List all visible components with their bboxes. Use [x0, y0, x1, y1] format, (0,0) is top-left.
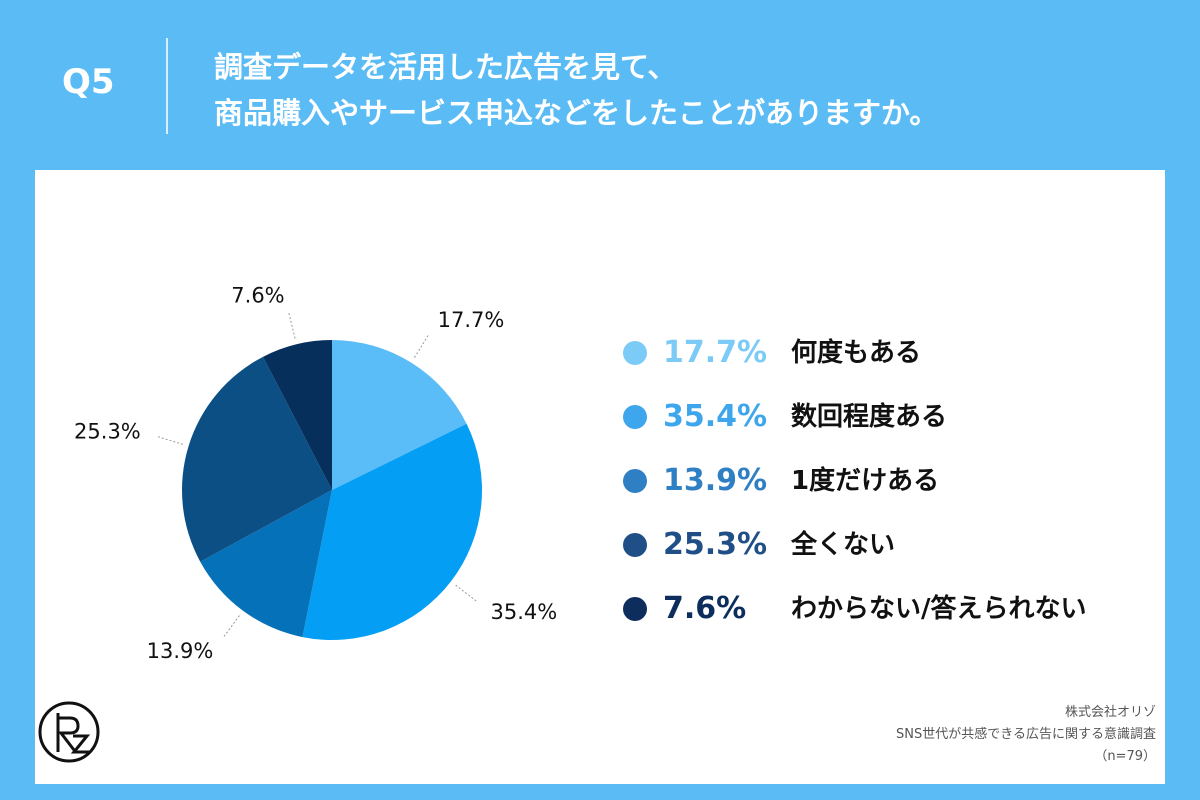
- sample-size: （n=79）: [1094, 749, 1156, 764]
- question-title-line2: 商品購入やサービス申込などをしたことがありますか。: [214, 96, 939, 130]
- legend-item-3: 25.3% 全くない: [623, 522, 1153, 586]
- header: Q5 調査データを活用した広告を見て、 商品購入やサービス申込などをしたことがあ…: [0, 0, 1200, 170]
- chart-panel: 17.7% 35.4% 13.9% 25.3% 7.6% 17.7% 何度もある 35.…: [35, 170, 1165, 784]
- question-number: Q5: [62, 62, 115, 102]
- leader-line-2: [222, 615, 240, 639]
- legend-item-1: 35.4% 数回程度ある: [623, 394, 1153, 458]
- header-divider: [166, 38, 168, 134]
- survey-name: SNS世代が共感できる広告に関する意識調査: [896, 727, 1156, 742]
- legend-label-2: 1度だけある: [791, 466, 940, 496]
- slice-label-4: 7.6%: [231, 284, 284, 308]
- legend-dot-1: [623, 405, 647, 429]
- legend-label-3: 全くない: [791, 530, 896, 560]
- pie-slice-1: [302, 423, 482, 640]
- legend-label-0: 何度もある: [791, 338, 922, 368]
- legend-percent-4: 7.6%: [663, 591, 747, 626]
- legend-percent-2: 13.9%: [663, 463, 768, 498]
- legend-item-4: 7.6% わからない/答えられない: [623, 586, 1153, 650]
- legend-dot-0: [623, 341, 647, 365]
- legend-percent-0: 17.7%: [663, 335, 768, 370]
- leader-line-0: [413, 333, 430, 358]
- pie-slice-2: [200, 490, 332, 638]
- legend-dot-4: [623, 597, 647, 621]
- leader-line-1: [455, 584, 479, 603]
- legend-item-0: 17.7% 何度もある: [623, 330, 1153, 394]
- credits: 株式会社オリゾ SNS世代が共感できる広告に関する意識調査 （n=79）: [896, 702, 1156, 768]
- question-title: 調査データを活用した広告を見て、 商品購入やサービス申込などをしたことがあります…: [214, 44, 938, 136]
- legend-percent-1: 35.4%: [663, 399, 768, 434]
- legend-dot-3: [623, 533, 647, 557]
- legend-item-2: 13.9% 1度だけある: [623, 458, 1153, 522]
- legend-label-1: 数回程度ある: [791, 402, 948, 432]
- pie-slice-4: [262, 340, 332, 490]
- legend: 17.7% 何度もある 35.4% 数回程度ある 13.9% 1度だけある 25…: [623, 330, 1153, 650]
- pie-chart: 17.7% 35.4% 13.9% 25.3% 7.6%: [74, 284, 558, 663]
- leader-line-3: [155, 435, 183, 445]
- question-title-line1: 調査データを活用した広告を見て、: [214, 50, 677, 84]
- pie-slice-3: [182, 356, 332, 562]
- legend-label-4: わからない/答えられない: [791, 594, 1087, 624]
- company-logo: [38, 701, 100, 763]
- slice-label-2: 13.9%: [147, 639, 214, 663]
- leader-line-4: [287, 311, 296, 339]
- slice-label-1: 35.4%: [491, 600, 558, 624]
- company-name: 株式会社オリゾ: [1064, 705, 1156, 720]
- slice-label-3: 25.3%: [74, 419, 141, 443]
- pie-slice-0: [332, 340, 467, 490]
- slice-label-0: 17.7%: [438, 308, 505, 332]
- legend-dot-2: [623, 469, 647, 493]
- legend-percent-3: 25.3%: [663, 527, 768, 562]
